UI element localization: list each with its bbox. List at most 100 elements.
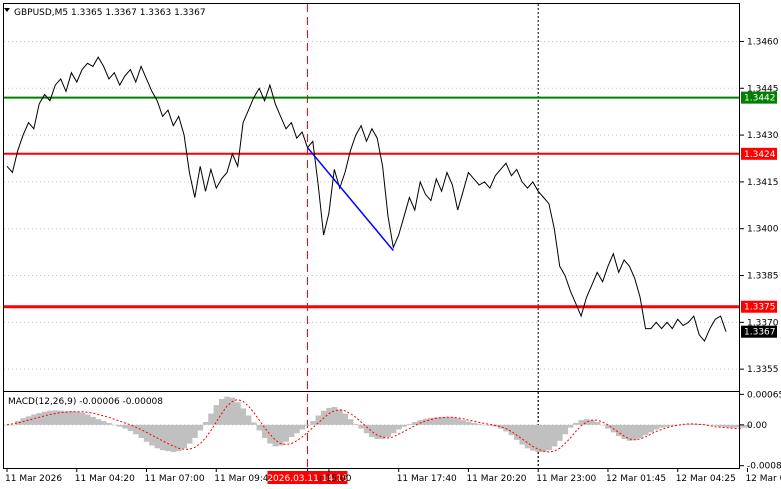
macd-histogram-bar [675, 424, 681, 426]
macd-histogram-bar [728, 424, 735, 428]
time-axis-label: r 15:00 [319, 474, 352, 484]
macd-histogram-bar [41, 411, 48, 425]
macd-histogram-bar [256, 424, 263, 431]
macd-histogram-bar [127, 424, 134, 431]
macd-histogram-bar [251, 422, 257, 425]
macd-histogram-bar [524, 424, 531, 449]
level-tag-1.3442 [741, 91, 777, 104]
macd-axis-label: 0.00065 [747, 390, 781, 400]
macd-histogram-bar [218, 399, 225, 425]
macd-histogram-bar [229, 397, 236, 425]
time-axis-label: 12 Mar 04:25 [676, 474, 736, 484]
price-axis-label: 1.3415 [747, 178, 779, 188]
macd-histogram-bar [100, 421, 107, 425]
macd-histogram-bar [288, 424, 295, 438]
macd-histogram-bar [385, 424, 391, 438]
macd-histogram-bar [202, 422, 209, 425]
macd-histogram-bar [589, 420, 595, 425]
macd-histogram-bar [326, 407, 332, 425]
macd-histogram-bar [197, 424, 204, 431]
macd-histogram-bar [331, 407, 338, 425]
macd-histogram-bar [664, 424, 670, 427]
time-axis-label: 11 Mar 17:40 [397, 474, 457, 484]
price-level-tags: 1.3442 1.3424 1.3375 1.3367 [741, 91, 777, 338]
macd-histogram-bar [503, 424, 509, 432]
macd-histogram-bar [213, 405, 220, 425]
macd-histogram-bar [562, 424, 569, 435]
current-price-label: 1.3367 [744, 328, 776, 338]
macd-histogram-bar [165, 424, 171, 452]
macd-histogram-bar [390, 424, 397, 434]
macd-histogram-bar [535, 424, 542, 453]
price-levels[interactable] [4, 96, 739, 309]
time-axis-label: 11 Mar 09:40 [214, 474, 274, 484]
macd-histogram-bar [235, 402, 241, 425]
macd-histogram-bar [567, 424, 574, 428]
macd-histogram-bar [583, 419, 590, 425]
macd-histogram-bar [653, 424, 660, 430]
level-tag-label-1.3424: 1.3424 [744, 150, 776, 160]
macd-histogram-bar [744, 424, 751, 428]
time-axis-label: 12 Mar 07:05 [745, 474, 781, 484]
price-axis-label: 1.3460 [747, 37, 779, 47]
macd-histogram-bar [9, 424, 16, 426]
macd-histogram-bar [315, 415, 322, 425]
macd-histogram-bar [449, 417, 456, 425]
macd-histogram-bar [272, 424, 279, 447]
price-grid [4, 40, 739, 370]
macd-histogram-bar [723, 424, 729, 428]
price-axis-label: 1.3445 [747, 84, 779, 94]
macd-histogram-bar [79, 412, 86, 425]
macd-histogram-bar [74, 411, 80, 425]
macd-histogram-bar [111, 424, 118, 426]
macd-histogram-bar [84, 414, 91, 425]
price-axis-label: 1.3430 [747, 131, 779, 141]
macd-axis: 0.00065 0.00 -0.00087 [740, 390, 781, 472]
macd-histogram-bar [336, 409, 343, 425]
macd-histogram-bar [632, 424, 638, 440]
macd-histogram-bar [116, 424, 123, 427]
price-axis-label: 1.3385 [747, 272, 779, 282]
macd-histogram-bar [47, 410, 53, 425]
trendline[interactable] [306, 147, 394, 252]
macd-histogram-bar [546, 424, 552, 451]
price-axis-label: 1.3355 [747, 365, 779, 375]
macd-histogram-bar [342, 413, 349, 425]
macd-histogram-bar [90, 416, 96, 425]
macd-histogram-bar [143, 424, 150, 442]
macd-signal-line [6, 398, 743, 453]
macd-histogram-bar [637, 424, 644, 438]
macd-histogram-bar [497, 424, 504, 429]
macd-histogram-bar [621, 424, 628, 439]
macd-histogram-bar [556, 424, 563, 441]
chart-menu-icon[interactable] [4, 8, 10, 12]
macd-histogram-bar [299, 424, 306, 430]
macd-histogram-bar [379, 424, 386, 439]
macd-histogram-bar [508, 424, 515, 436]
macd-histogram-bar [261, 424, 268, 438]
macd-histogram-bar [159, 424, 166, 451]
macd-title: MACD(12,26,9) -0.00006 -0.00008 [8, 397, 163, 407]
macd-histogram-bar [433, 417, 440, 425]
time-axis-label: 11 Mar 2026 [5, 474, 62, 484]
macd-histogram-bar [363, 424, 370, 434]
macd-histogram-bar [122, 424, 129, 429]
price-panel[interactable]: 1.3460 1.3445 1.3430 1.3415 1.3400 1.3385 1.33… [4, 4, 779, 468]
macd-histogram-bar [277, 424, 284, 446]
macd-histogram-bar [712, 424, 719, 426]
macd-histogram-bar [95, 419, 102, 425]
time-axis-label: 12 Mar 01:45 [606, 474, 666, 484]
macd-histogram-bar [310, 421, 316, 425]
macd-histogram-bar [170, 424, 177, 453]
macd-histogram-bar [36, 413, 43, 425]
macd-histogram-bar [658, 424, 665, 428]
macd-histogram-bar [52, 410, 59, 425]
macd-histogram-bar [438, 416, 445, 425]
macd-histogram-bar [294, 424, 300, 434]
macd-histogram-bar [605, 424, 611, 429]
macd-histogram-bar [267, 424, 273, 444]
macd-histogram-bar [304, 424, 311, 426]
price-line [6, 56, 727, 343]
macd-histogram-bar [353, 423, 359, 425]
macd-panel[interactable]: 0.00065 0.00 -0.00087 MACD(12,26,9) -0.000… [4, 390, 781, 472]
